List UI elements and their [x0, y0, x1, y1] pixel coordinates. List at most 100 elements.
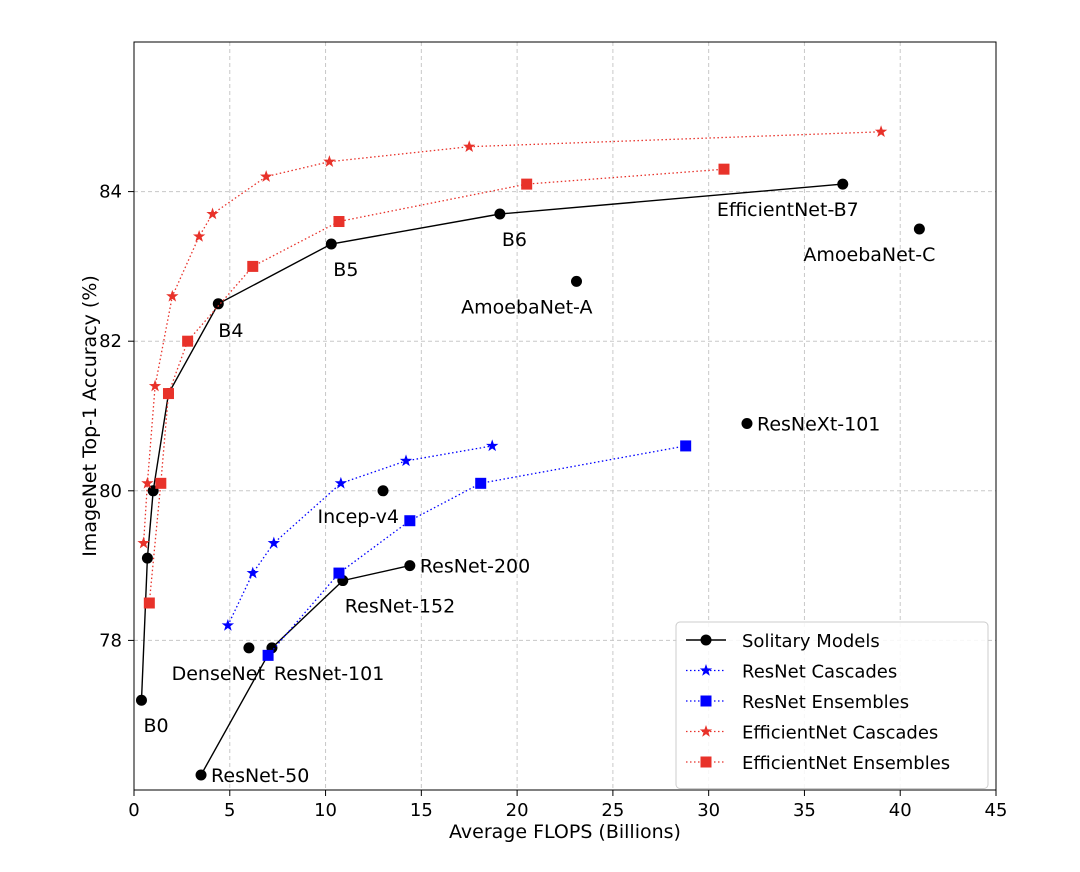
point-label: B5	[333, 259, 358, 281]
data-point	[206, 207, 219, 220]
plot-series	[135, 125, 925, 781]
legend-item: ResNet Cascades	[686, 662, 897, 683]
point-annotations: B0 B4 B5 B6 EfficientNet-B7 AmoebaNet-C Amoeba…	[143, 199, 935, 787]
data-point	[262, 649, 274, 661]
plot-frame	[133, 41, 997, 791]
point-label: EfficientNet-B7	[717, 199, 859, 221]
data-point	[680, 440, 692, 452]
point-label: ResNet-101	[274, 663, 384, 685]
data-point	[837, 178, 849, 190]
data-point	[221, 618, 235, 631]
data-point	[259, 170, 273, 182]
legend-item: EfficientNet Cascades	[686, 723, 938, 744]
data-point	[494, 208, 506, 220]
data-point	[718, 163, 730, 175]
point-label: ResNet-152	[345, 596, 455, 618]
legend-label: EfficientNet Cascades	[742, 723, 938, 744]
point-label: Incep-v4	[317, 506, 399, 528]
x-tick-label: 0	[128, 800, 139, 821]
series-4	[143, 163, 730, 609]
legend-item: EfficientNet Ensembles	[686, 753, 950, 774]
x-tick-label: 35	[793, 800, 816, 821]
data-point	[521, 178, 533, 190]
legend: Solitary Models ResNet Cascades ResNet Ens…	[675, 621, 989, 789]
data-point	[247, 260, 259, 272]
data-point	[741, 417, 753, 429]
point-label: AmoebaNet-A	[461, 296, 592, 318]
data-point	[323, 155, 336, 167]
point-label: AmoebaNet-C	[803, 244, 935, 266]
series-3	[137, 125, 888, 549]
point-label: DenseNet	[172, 663, 265, 685]
x-tick-label: 30	[697, 800, 720, 821]
x-axis-title: Average FLOPS (Billions)	[449, 821, 681, 843]
series-line	[142, 131, 882, 544]
point-label: ResNet-200	[420, 556, 530, 578]
data-point	[243, 642, 255, 654]
legend-box	[675, 621, 989, 789]
data-point	[135, 694, 147, 706]
legend-label: ResNet Cascades	[742, 662, 897, 683]
data-point	[192, 229, 206, 242]
data-point	[141, 476, 154, 489]
data-point	[166, 289, 179, 302]
legend-marker	[700, 756, 712, 768]
data-point	[325, 238, 337, 250]
series-line	[140, 183, 843, 701]
y-tick-label: 80	[99, 481, 122, 502]
series-1	[221, 439, 499, 631]
y-axis-title: ImageNet Top-1 Accuracy (%)	[79, 275, 101, 557]
y-tick-label: 84	[99, 182, 122, 203]
data-point	[475, 477, 487, 489]
data-point	[874, 125, 888, 138]
legend-label: EfficientNet Ensembles	[742, 753, 950, 774]
data-point	[913, 223, 925, 235]
x-tick-label: 45	[985, 800, 1008, 821]
data-point	[246, 566, 259, 579]
x-tick-label: 25	[601, 800, 624, 821]
data-point	[148, 379, 162, 392]
legend-marker	[699, 664, 713, 676]
legend-marker	[699, 725, 713, 737]
data-point	[195, 769, 207, 781]
legend-item: ResNet Ensembles	[686, 692, 909, 713]
data-point	[333, 567, 345, 579]
data-point	[155, 477, 167, 489]
data-point	[399, 454, 413, 467]
series-line	[200, 564, 410, 776]
axis-ticks: 0 5 10 15 20 25 30 35 40 45 78 80 82 84	[99, 182, 1007, 821]
x-tick-label: 10	[314, 800, 337, 821]
data-point	[377, 485, 389, 497]
data-point	[267, 536, 281, 549]
data-point	[162, 388, 174, 400]
point-label: B6	[502, 229, 527, 251]
legend-marker	[700, 695, 712, 707]
series-line	[267, 445, 686, 656]
point-label: ResNeXt-101	[757, 413, 880, 435]
legend-label: Solitary Models	[742, 631, 880, 652]
data-point	[334, 476, 348, 489]
data-point	[404, 515, 416, 527]
data-point	[182, 335, 194, 347]
data-point	[570, 275, 582, 287]
data-point	[137, 536, 150, 549]
point-label: B4	[218, 320, 243, 342]
data-point	[333, 216, 345, 228]
legend-label: ResNet Ensembles	[742, 692, 909, 713]
series-line	[148, 168, 725, 604]
x-tick-label: 20	[506, 800, 529, 821]
x-tick-label: 40	[889, 800, 912, 821]
data-point	[463, 140, 476, 152]
legend-marker	[700, 634, 712, 646]
x-tick-label: 5	[224, 800, 235, 821]
data-point	[404, 560, 416, 572]
point-label: B0	[143, 715, 168, 737]
series-0	[135, 178, 925, 781]
data-point	[486, 439, 499, 452]
x-tick-label: 15	[410, 800, 433, 821]
legend-item: Solitary Models	[686, 631, 880, 652]
data-point	[141, 552, 153, 564]
data-point	[143, 597, 155, 609]
point-label: ResNet-50	[211, 765, 309, 787]
